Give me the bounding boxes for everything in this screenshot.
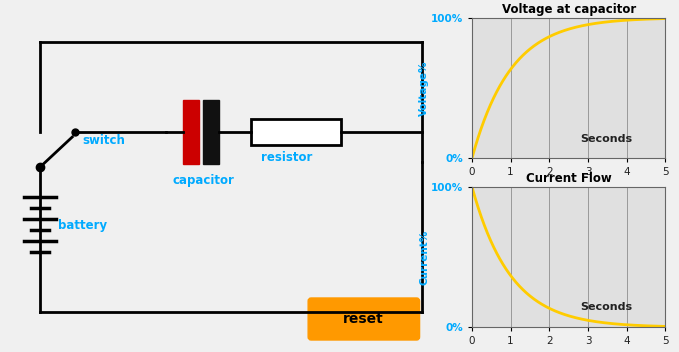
Title: Voltage at capacitor: Voltage at capacitor — [502, 4, 636, 17]
Text: switch: switch — [82, 134, 125, 147]
Text: battery: battery — [58, 219, 107, 232]
Title: Current Flow: Current Flow — [526, 172, 612, 186]
Text: Seconds: Seconds — [581, 133, 632, 144]
Bar — [251, 119, 342, 145]
FancyBboxPatch shape — [308, 298, 420, 340]
Text: reset: reset — [343, 312, 384, 326]
Text: resistor: resistor — [261, 151, 312, 164]
Y-axis label: Voltage%: Voltage% — [419, 60, 429, 116]
Bar — [203, 100, 219, 164]
Bar — [183, 100, 199, 164]
Y-axis label: Current%: Current% — [419, 230, 429, 284]
Text: Seconds: Seconds — [581, 302, 632, 313]
Text: capacitor: capacitor — [172, 174, 234, 187]
